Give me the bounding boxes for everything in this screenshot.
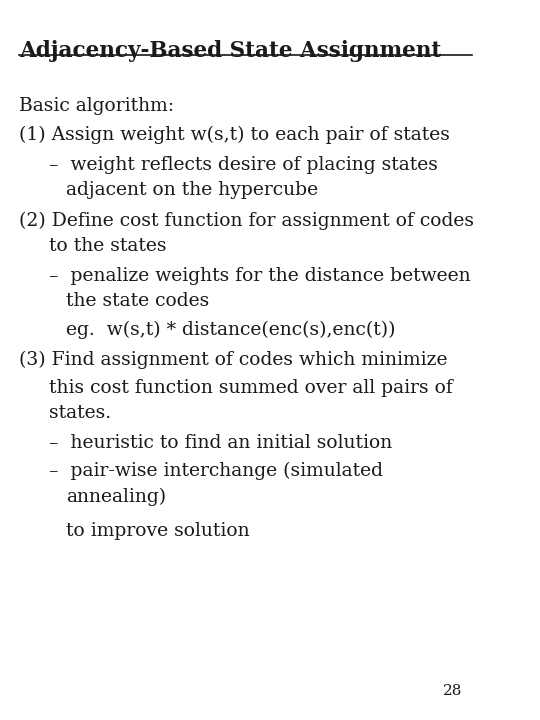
Text: to the states: to the states	[49, 237, 166, 255]
Text: –  pair-wise interchange (simulated: – pair-wise interchange (simulated	[49, 462, 383, 480]
Text: Basic algorithm:: Basic algorithm:	[19, 97, 174, 115]
Text: Adjacency-Based State Assignment: Adjacency-Based State Assignment	[19, 40, 442, 62]
Text: –  weight reflects desire of placing states: – weight reflects desire of placing stat…	[49, 156, 437, 174]
Text: adjacent on the hypercube: adjacent on the hypercube	[66, 181, 318, 199]
Text: states.: states.	[49, 404, 111, 422]
Text: eg.  w(s,t) * distance(enc(s),enc(t)): eg. w(s,t) * distance(enc(s),enc(t))	[66, 320, 395, 338]
Text: this cost function summed over all pairs of: this cost function summed over all pairs…	[49, 379, 453, 397]
Text: (2) Define cost function for assignment of codes: (2) Define cost function for assignment …	[19, 212, 475, 230]
Text: 28: 28	[443, 685, 462, 698]
Text: (3) Find assignment of codes which minimize: (3) Find assignment of codes which minim…	[19, 351, 448, 369]
Text: –  penalize weights for the distance between: – penalize weights for the distance betw…	[49, 267, 470, 285]
Text: (1) Assign weight w(s,t) to each pair of states: (1) Assign weight w(s,t) to each pair of…	[19, 126, 450, 144]
Text: annealing): annealing)	[66, 487, 166, 505]
Text: to improve solution: to improve solution	[66, 522, 249, 540]
Text: –  heuristic to find an initial solution: – heuristic to find an initial solution	[49, 434, 392, 452]
Text: the state codes: the state codes	[66, 292, 209, 310]
